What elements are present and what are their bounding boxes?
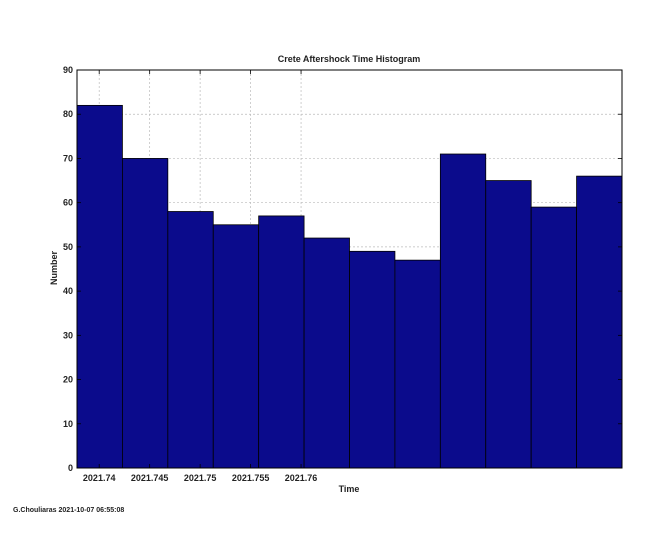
y-tick-label: 90 (63, 65, 73, 75)
chart-title: Crete Aftershock Time Histogram (278, 54, 421, 64)
histogram-bar-5 (258, 215, 305, 469)
plot-frame (76, 69, 623, 469)
x-tick-label: 2021.75 (184, 473, 217, 483)
y-tick-label: 50 (63, 242, 73, 252)
histogram-bar-9 (439, 153, 487, 469)
histogram-bar-3 (167, 211, 214, 469)
histogram-bar-1 (76, 104, 123, 469)
y-tick-label: 30 (63, 330, 73, 340)
y-tick-label: 40 (63, 286, 73, 296)
histogram-bar-2 (122, 158, 169, 469)
x-tick-label: 2021.745 (131, 473, 169, 483)
histogram-bar-11 (530, 206, 577, 469)
x-tick-label: 2021.76 (285, 473, 318, 483)
x-axis: 2021.74 2021.745 2021.75 2021.755 2021.76 (83, 70, 317, 483)
y-tick-label: 60 (63, 198, 73, 208)
histogram-bar-12 (576, 175, 623, 469)
x-tick-label: 2021.755 (232, 473, 270, 483)
y-tick-label: 80 (63, 109, 73, 119)
histogram-bar-6 (303, 237, 350, 469)
y-axis-label: Number (49, 251, 59, 286)
y-axis: 0 10 20 30 40 50 60 70 80 90 (63, 65, 622, 473)
x-axis-label: Time (339, 484, 360, 494)
y-tick-label: 10 (63, 419, 73, 429)
x-tick-label: 2021.74 (83, 473, 116, 483)
histogram-bar-7 (349, 250, 396, 469)
histogram-bar-10 (485, 180, 532, 469)
histogram-bar-4 (212, 224, 260, 469)
histogram-bar-8 (394, 259, 441, 469)
y-tick-label: 20 (63, 375, 73, 385)
y-tick-label: 70 (63, 153, 73, 163)
bars-group (76, 104, 623, 469)
author-timestamp: G.Chouliaras 2021-10-07 06:55:08 (13, 507, 125, 514)
y-tick-label: 0 (68, 463, 73, 473)
